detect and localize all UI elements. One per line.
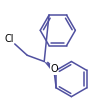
Polygon shape [44,61,55,71]
Text: Cl: Cl [4,34,14,44]
Text: O: O [50,64,58,74]
